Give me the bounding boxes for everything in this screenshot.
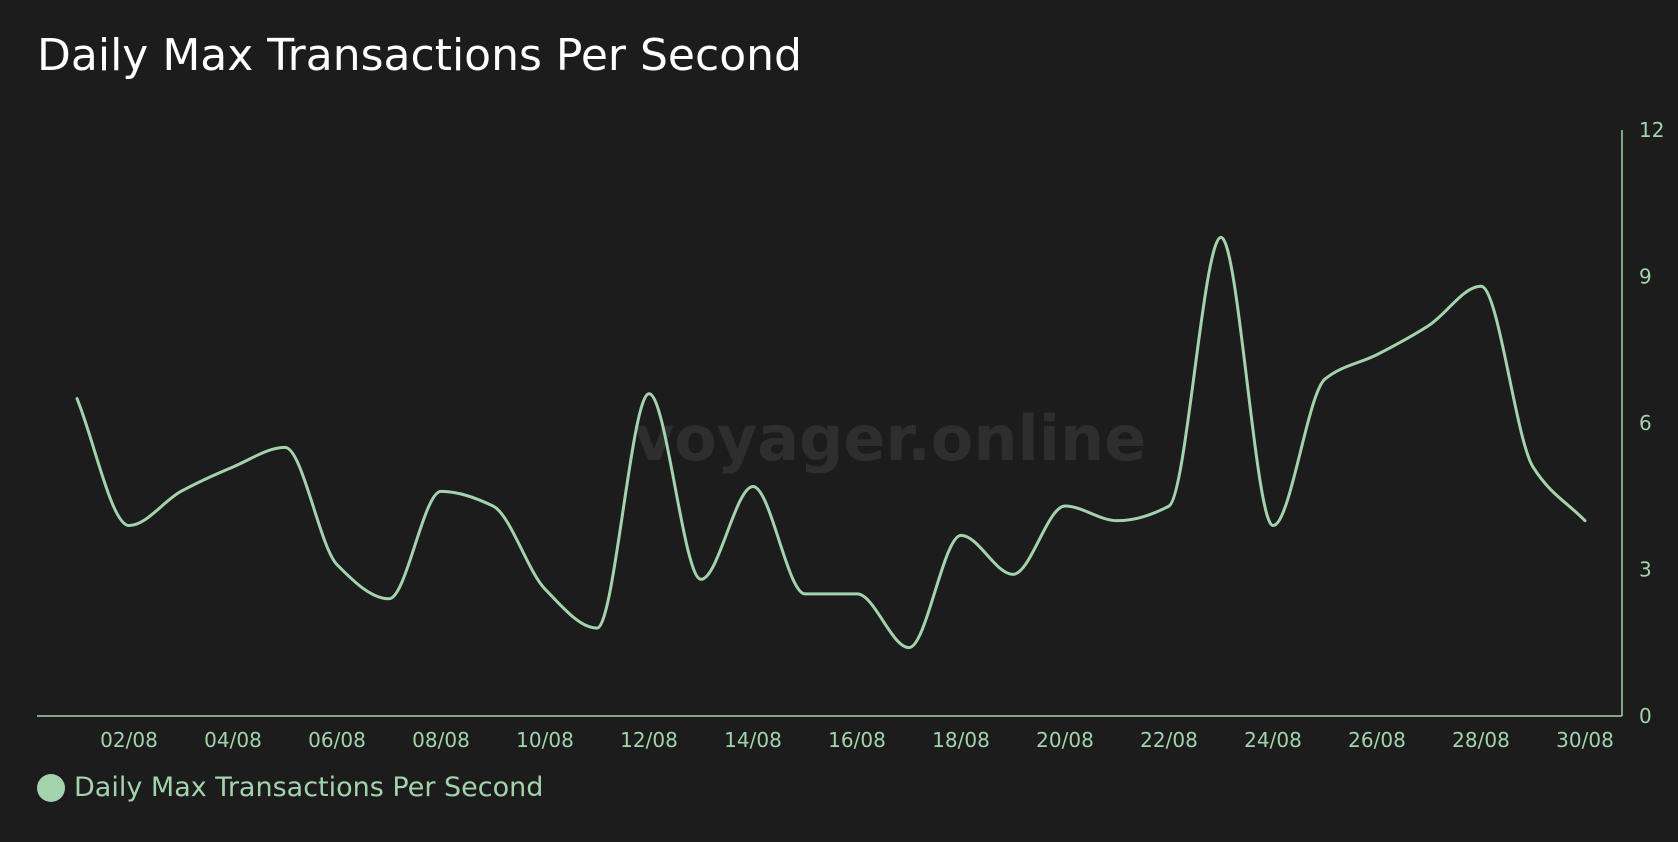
x-tick-label: 28/08 — [1452, 728, 1510, 752]
x-tick-label: 06/08 — [308, 728, 366, 752]
x-tick-label: 14/08 — [724, 728, 782, 752]
y-tick-label: 12 — [1639, 118, 1664, 142]
x-tick-label: 18/08 — [932, 728, 990, 752]
series-group — [75, 235, 1587, 650]
axes — [37, 130, 1623, 717]
x-tick-label: 24/08 — [1244, 728, 1302, 752]
y-axis-ticks: 0 3 6 9 12 — [1639, 118, 1664, 728]
chart-title: Daily Max Transactions Per Second — [37, 30, 802, 81]
y-tick-label: 0 — [1639, 704, 1652, 728]
x-tick-label: 16/08 — [828, 728, 886, 752]
y-tick-label: 3 — [1639, 558, 1652, 582]
series-line — [75, 235, 1587, 650]
legend-label: Daily Max Transactions Per Second — [74, 772, 544, 803]
x-tick-label: 02/08 — [100, 728, 158, 752]
x-tick-label: 04/08 — [204, 728, 262, 752]
x-tick-label: 20/08 — [1036, 728, 1094, 752]
x-tick-label: 22/08 — [1140, 728, 1198, 752]
x-tick-label: 30/08 — [1556, 728, 1614, 752]
x-tick-label: 26/08 — [1348, 728, 1406, 752]
x-tick-label: 10/08 — [516, 728, 574, 752]
x-axis-ticks: 02/08 04/08 06/08 08/08 10/08 12/08 14/08 16/08… — [100, 728, 1614, 752]
legend-swatch — [37, 773, 65, 802]
x-tick-label: 08/08 — [412, 728, 470, 752]
y-tick-label: 6 — [1639, 411, 1652, 435]
x-tick-label: 12/08 — [620, 728, 678, 752]
y-tick-label: 9 — [1639, 265, 1652, 289]
legend[interactable]: Daily Max Transactions Per Second — [37, 772, 543, 803]
